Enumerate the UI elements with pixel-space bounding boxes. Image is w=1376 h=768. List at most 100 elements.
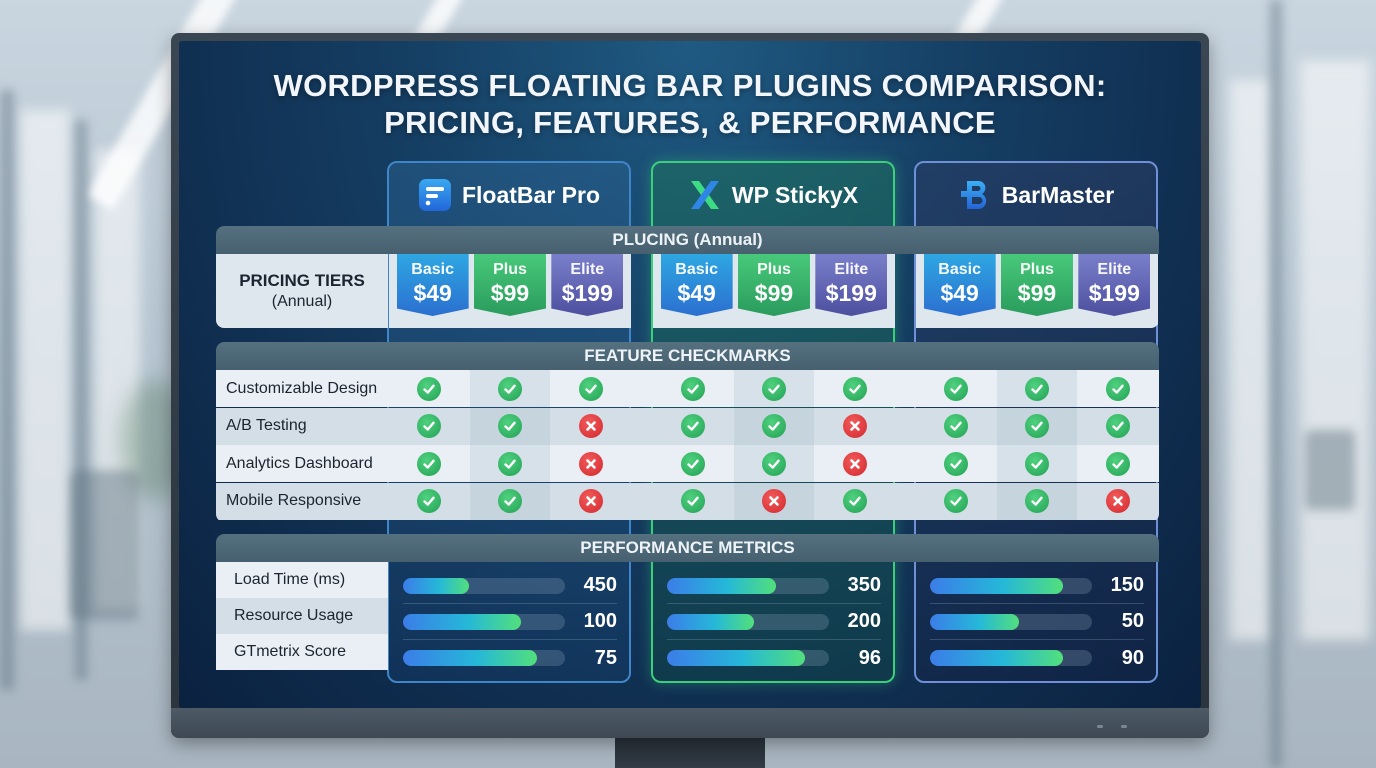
barmaster-logo-icon xyxy=(960,181,986,209)
check-icon xyxy=(762,376,786,401)
features-section: FEATURE CHECKMARKS Customizable Design A/… xyxy=(216,342,1159,522)
cross-icon xyxy=(579,414,603,438)
tier-plus[interactable]: Plus $99 xyxy=(473,254,546,316)
metric-bar xyxy=(930,613,1092,630)
check-icon xyxy=(681,414,705,438)
metric-bar xyxy=(930,577,1092,594)
feature-cell xyxy=(997,482,1077,520)
check-icon xyxy=(944,376,968,401)
plugin-header: BarMaster xyxy=(916,163,1156,227)
metric-value: 350 xyxy=(847,574,881,596)
check-icon xyxy=(681,376,705,401)
tier-basic[interactable]: Basic $49 xyxy=(396,254,469,316)
cross-icon xyxy=(579,451,603,476)
feature-cell xyxy=(997,445,1077,482)
feature-cell xyxy=(916,370,996,407)
cross-icon xyxy=(579,489,603,513)
feature-cell xyxy=(997,407,1077,445)
feature-cell xyxy=(653,445,733,482)
metric-bar-fill xyxy=(403,650,538,666)
feature-cell xyxy=(1078,408,1158,445)
metric-bar xyxy=(403,577,565,594)
feature-cell xyxy=(653,483,733,520)
feature-cell xyxy=(997,370,1077,407)
plugin-name: BarMaster xyxy=(1001,181,1115,208)
plugin-name: FloatBar Pro xyxy=(461,181,601,208)
check-icon xyxy=(498,376,522,401)
feature-cell xyxy=(389,408,469,445)
feature-cell xyxy=(1078,370,1158,407)
feature-cell xyxy=(470,482,550,520)
metric-value: 150 xyxy=(1110,574,1144,596)
feature-cell xyxy=(389,483,469,520)
feature-cell xyxy=(815,483,895,520)
feature-row: Mobile Responsive xyxy=(216,482,1159,520)
check-icon xyxy=(498,489,522,513)
feature-cell xyxy=(734,407,814,445)
tier-elite[interactable]: Elite $199 xyxy=(551,254,624,316)
check-icon xyxy=(1025,376,1049,401)
feature-label: Customizable Design xyxy=(226,379,378,397)
performance-stickyx: 350 200 96 xyxy=(653,562,895,683)
feature-cell xyxy=(1078,445,1158,482)
check-icon xyxy=(762,451,786,476)
feature-cell xyxy=(653,408,733,445)
pricing-tiers-stickyx: Basic $49 Plus $99 Elite $199 xyxy=(653,254,895,328)
power-led-icon xyxy=(1097,725,1103,728)
monitor-stand xyxy=(615,738,765,768)
check-icon xyxy=(498,451,522,476)
feature-cell xyxy=(916,445,996,482)
cross-icon xyxy=(843,451,867,476)
feature-cell xyxy=(815,445,895,482)
pricing-section: PLUCING (Annual) PRICING TIERS (Annual) … xyxy=(216,226,1159,328)
metric-bar-fill xyxy=(667,613,755,630)
feature-cell xyxy=(551,408,631,445)
metric-item: 96 xyxy=(667,640,881,676)
check-icon xyxy=(1106,376,1130,401)
metric-value: 50 xyxy=(1121,610,1144,632)
check-icon xyxy=(417,376,441,401)
tier-plus[interactable]: Plus $99 xyxy=(1000,254,1073,316)
check-icon xyxy=(1106,451,1130,476)
metric-bar xyxy=(403,613,565,630)
pricing-tiers-floatbar: Basic $49 Plus $99 Elite $199 xyxy=(389,254,631,328)
feature-cell xyxy=(551,370,631,407)
performance-floatbar: 450 100 75 xyxy=(389,562,631,683)
metric-bar xyxy=(667,650,829,666)
feature-cell xyxy=(916,483,996,520)
feature-cell xyxy=(551,445,631,482)
page-title-line2: PRICING, FEATURES, & PERFORMANCE xyxy=(384,105,996,140)
tier-plus[interactable]: Plus $99 xyxy=(737,254,810,316)
metric-bar-fill xyxy=(667,650,805,666)
monitor-bezel xyxy=(171,708,1209,738)
performance-section: PERFORMANCE METRICS Load Time (ms) Resour… xyxy=(216,534,1159,683)
performance-barmaster: 150 50 90 xyxy=(916,562,1158,683)
cross-icon xyxy=(843,414,867,438)
tier-elite[interactable]: Elite $199 xyxy=(815,254,888,316)
feature-cell xyxy=(389,370,469,407)
metric-item: 450 xyxy=(403,568,617,604)
feature-cell xyxy=(916,408,996,445)
check-icon xyxy=(944,414,968,438)
feature-label: Mobile Responsive xyxy=(226,492,362,509)
pricing-tiers-barmaster: Basic $49 Plus $99 Elite $199 xyxy=(916,254,1158,328)
page-title: WORDPRESS FLOATING BAR PLUGINS COMPARISO… xyxy=(179,67,1201,141)
metric-item: 350 xyxy=(667,568,881,604)
stickyx-logo-icon xyxy=(690,181,719,209)
features-section-title: FEATURE CHECKMARKS xyxy=(216,342,1159,370)
tier-basic[interactable]: Basic $49 xyxy=(660,254,733,316)
performance-row-label: GTmetrix Score xyxy=(216,634,388,670)
performance-row-label: Load Time (ms) xyxy=(216,562,388,598)
feature-cell xyxy=(389,445,469,482)
metric-bar-fill xyxy=(930,577,1063,594)
tier-elite[interactable]: Elite $199 xyxy=(1078,254,1151,316)
check-icon xyxy=(944,489,968,513)
tier-basic[interactable]: Basic $49 xyxy=(923,254,996,316)
floatbar-logo-icon xyxy=(418,179,451,211)
metric-label: GTmetrix Score xyxy=(234,643,347,660)
feature-row: Customizable Design xyxy=(216,370,1159,407)
metric-value: 90 xyxy=(1121,646,1144,669)
metric-value: 100 xyxy=(583,610,617,632)
feature-row: Analytics Dashboard xyxy=(216,445,1159,482)
metric-value: 450 xyxy=(583,574,617,596)
